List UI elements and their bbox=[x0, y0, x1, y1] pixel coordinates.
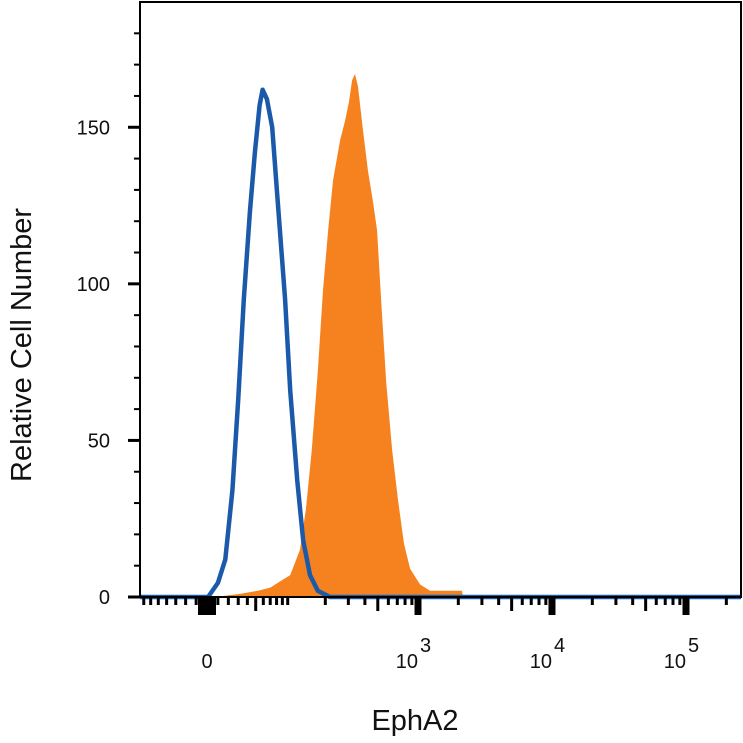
series-layer bbox=[140, 74, 741, 600]
y-tick-label: 150 bbox=[77, 117, 110, 139]
x-tick-label: 10 bbox=[396, 651, 418, 673]
plot-frame bbox=[139, 1, 742, 598]
x-tick-exponent: 3 bbox=[420, 635, 431, 657]
x-tick-exponent: 4 bbox=[554, 635, 565, 657]
series-1-outline-histogram bbox=[140, 87, 741, 600]
x-tick-label: 10 bbox=[530, 651, 552, 673]
y-tick-label: 50 bbox=[88, 430, 110, 452]
x-tick-label: 10 bbox=[664, 651, 686, 673]
y-axis-label: Relative Cell Number bbox=[6, 208, 38, 482]
x-tick-label: 0 bbox=[201, 651, 212, 673]
x-tick-exponent: 5 bbox=[688, 635, 699, 657]
x-axis-label: EphA2 bbox=[371, 705, 458, 737]
y-tick-label: 100 bbox=[77, 274, 110, 296]
y-tick-label: 0 bbox=[99, 587, 110, 609]
